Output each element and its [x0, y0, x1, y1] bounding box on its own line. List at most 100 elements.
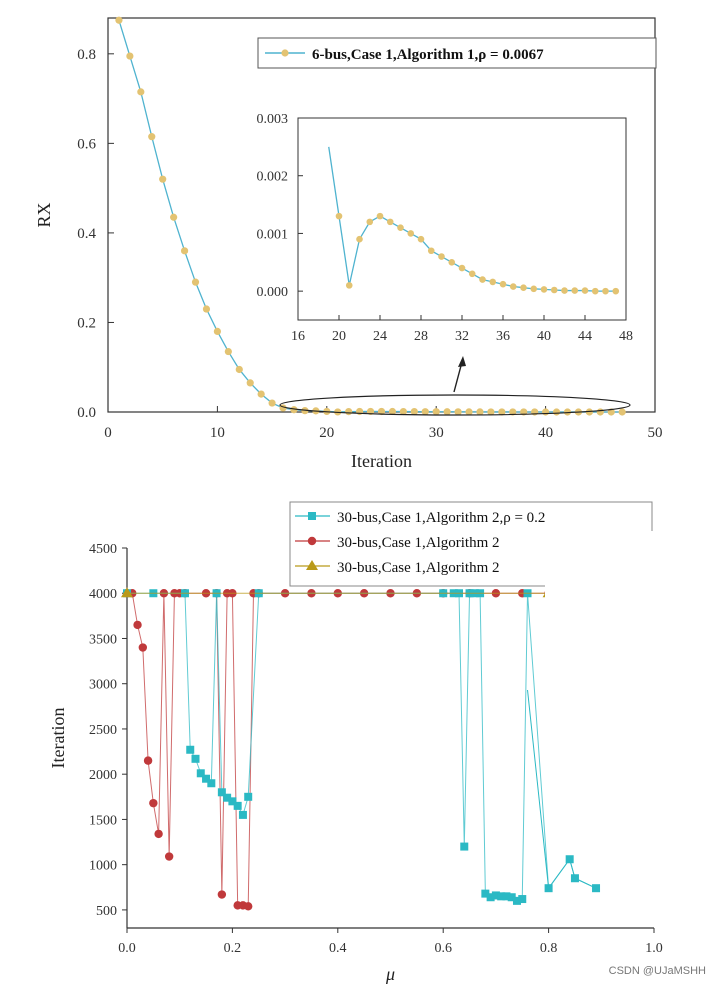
data-point: [377, 407, 386, 416]
series-overlay: [527, 689, 597, 889]
data-point: [497, 892, 506, 901]
data-point: [180, 247, 189, 255]
inset-data-point: [335, 212, 343, 220]
data-point: [149, 798, 158, 808]
x-tick-label: 10: [210, 425, 225, 441]
data-point: [202, 774, 211, 783]
y-axis-label: Iteration: [48, 708, 68, 769]
inset-data-point: [520, 284, 527, 291]
y-tick-label: 1500: [89, 813, 117, 828]
inset-data-point: [591, 287, 599, 295]
y-tick-label: 2500: [89, 723, 117, 738]
data-point: [217, 788, 226, 797]
series-segment: [548, 858, 571, 889]
inset-data-point: [550, 286, 558, 294]
data-point: [148, 133, 156, 141]
data-point: [238, 810, 247, 819]
series-segment: [574, 877, 597, 889]
inset-x-tick-label: 48: [619, 329, 633, 344]
legend-label: 30-bus,Case 1,Algorithm 2: [337, 560, 500, 576]
data-point: [498, 408, 506, 416]
data-point: [257, 390, 265, 398]
series-segment: [569, 859, 576, 879]
inset-data-point: [509, 283, 517, 290]
data-point: [563, 408, 572, 416]
data-point: [454, 408, 462, 416]
y-tick-label: 0.0: [77, 405, 96, 421]
series-segment: [527, 689, 550, 889]
rx-iteration-chart: 0 10 20 30 40 50 0.0 0.2 0.4 0.6 0.8 Iteration RX 6-b…: [34, 16, 663, 471]
inset-data-point: [366, 218, 374, 226]
data-point: [432, 408, 440, 416]
inset-series-group: [328, 146, 620, 295]
inset-data-point: [581, 287, 589, 294]
y-tick-label: 0.2: [77, 315, 96, 331]
inset-data-point: [540, 286, 548, 293]
inset-data-point: [489, 278, 497, 286]
data-point: [196, 769, 205, 778]
data-point: [465, 408, 473, 416]
data-point: [476, 408, 484, 416]
inset-data-point: [407, 230, 415, 237]
inset-y-tick-label: 0.001: [257, 227, 289, 242]
inset-data-point: [458, 264, 466, 272]
data-point: [154, 829, 163, 839]
y-tick-label: 4000: [89, 587, 117, 602]
series-line: [127, 592, 597, 902]
y-tick-label: 3500: [89, 632, 117, 647]
inset-data-point: [386, 218, 394, 226]
data-point: [133, 620, 142, 630]
inset-x-tick-label: 16: [291, 329, 305, 344]
inset-x-tick-label: 36: [496, 329, 510, 344]
x-tick-label: 0.8: [540, 941, 558, 956]
inset-data-point: [530, 285, 538, 293]
inset-data-point: [561, 287, 568, 294]
inset-data-point: [499, 280, 507, 288]
inset-x-tick-label: 32: [455, 329, 469, 344]
inset-frame: [297, 117, 627, 321]
data-point: [481, 889, 490, 898]
data-point: [518, 895, 527, 904]
data-point: [388, 407, 397, 416]
highlight-ellipse: [279, 394, 631, 416]
x-tick-label: 0.0: [118, 941, 136, 956]
data-point: [486, 893, 495, 902]
inset-y-tick-label: 0.002: [257, 170, 289, 185]
inset-data-point: [602, 287, 609, 295]
data-point: [244, 792, 253, 801]
x-tick-label: 0: [104, 425, 112, 441]
zoom-arrow: [453, 361, 463, 393]
data-point: [507, 893, 516, 902]
legend-box: [257, 37, 657, 69]
x-axis-label: Iteration: [351, 451, 412, 471]
inset-data-point: [438, 253, 445, 260]
y-tick-label: 2000: [89, 768, 117, 783]
x-tick-label: 0.6: [434, 941, 452, 956]
data-point: [512, 896, 521, 905]
inset-data-point: [612, 287, 620, 295]
y-tick-label: 4500: [89, 542, 117, 557]
data-point: [223, 793, 232, 802]
data-point: [246, 379, 254, 387]
legend-mask: [545, 531, 655, 691]
inset-data-point: [448, 258, 456, 266]
x-tick-label: 30: [429, 425, 444, 441]
data-point: [460, 842, 469, 851]
legend-marker: [307, 536, 317, 546]
data-point: [213, 327, 221, 336]
data-point: [235, 365, 243, 374]
inset-data-point: [376, 212, 384, 220]
data-point: [143, 756, 153, 765]
inset-data-point: [468, 270, 476, 278]
x-tick-label: 1.0: [645, 941, 663, 956]
y-tick-label: 500: [96, 904, 117, 919]
data-point: [164, 852, 174, 861]
x-tick-label: 0.4: [329, 941, 347, 956]
inset-data-point: [427, 247, 435, 255]
data-point: [290, 406, 298, 414]
inset-data-point: [397, 224, 404, 231]
data-point: [502, 892, 511, 901]
y-tick-label: 3000: [89, 678, 117, 693]
y-tick-label: 0.6: [77, 136, 96, 152]
